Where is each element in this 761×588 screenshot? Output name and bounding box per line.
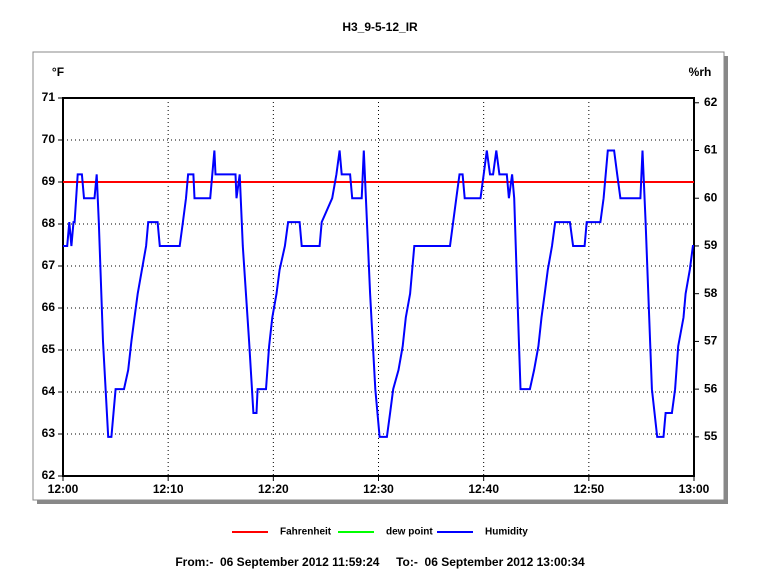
y2-tick-label: 62: [704, 95, 718, 109]
y-tick-label: 65: [42, 342, 56, 356]
x-tick-label: 12:00: [48, 482, 79, 496]
y-axis-label: °F: [52, 65, 64, 79]
legend-label: Fahrenheit: [280, 527, 332, 538]
x-tick-label: 12:10: [153, 482, 184, 496]
y2-tick-label: 58: [704, 286, 718, 300]
y2-tick-label: 56: [704, 381, 718, 395]
series-line: [63, 149, 694, 438]
y-tick-label: 66: [42, 300, 56, 314]
legend-label: Humidity: [485, 527, 528, 538]
y2-tick-label: 55: [704, 429, 718, 443]
y2-tick-label: 60: [704, 190, 718, 204]
y-tick-label: 70: [42, 132, 56, 146]
y2-tick-label: 59: [704, 238, 718, 252]
y2-axis-label: %rh: [689, 65, 712, 79]
y-tick-label: 64: [42, 384, 56, 398]
y-tick-label: 71: [42, 90, 56, 104]
x-tick-label: 12:30: [363, 482, 394, 496]
x-tick-label: 12:40: [468, 482, 499, 496]
y-tick-label: 63: [42, 426, 56, 440]
legend-label: dew point: [386, 527, 433, 538]
y-tick-label: 67: [42, 258, 56, 272]
x-tick-label: 12:20: [258, 482, 289, 496]
x-tick-label: 13:00: [679, 482, 710, 496]
chart-title: H3_9-5-12_IR: [342, 20, 418, 34]
y-tick-label: 68: [42, 216, 56, 230]
y2-tick-label: 57: [704, 334, 718, 348]
x-tick-label: 12:50: [573, 482, 604, 496]
y-tick-label: 69: [42, 174, 56, 188]
y-tick-label: 62: [42, 468, 56, 482]
footer: From:- 06 September 2012 11:59:24 To:- 0…: [175, 555, 585, 569]
y2-tick-label: 61: [704, 143, 718, 157]
